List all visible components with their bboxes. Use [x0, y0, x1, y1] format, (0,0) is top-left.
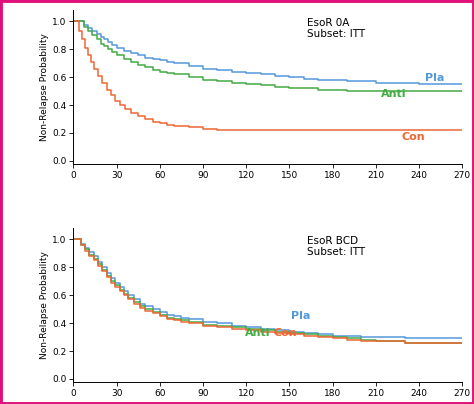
Text: Pla: Pla — [291, 311, 310, 321]
Text: Con: Con — [402, 132, 426, 142]
Text: Pla: Pla — [425, 74, 445, 84]
Text: Anti: Anti — [381, 89, 406, 99]
Text: Anti: Anti — [245, 328, 270, 338]
Text: EsoR BCD
Subset: ITT: EsoR BCD Subset: ITT — [307, 236, 365, 257]
Y-axis label: Non-Relapse Probability: Non-Relapse Probability — [40, 33, 49, 141]
Y-axis label: Non-Relapse Probability: Non-Relapse Probability — [40, 251, 49, 359]
Text: EsoR 0A
Subset: ITT: EsoR 0A Subset: ITT — [307, 18, 365, 39]
Text: Con: Con — [273, 328, 297, 338]
